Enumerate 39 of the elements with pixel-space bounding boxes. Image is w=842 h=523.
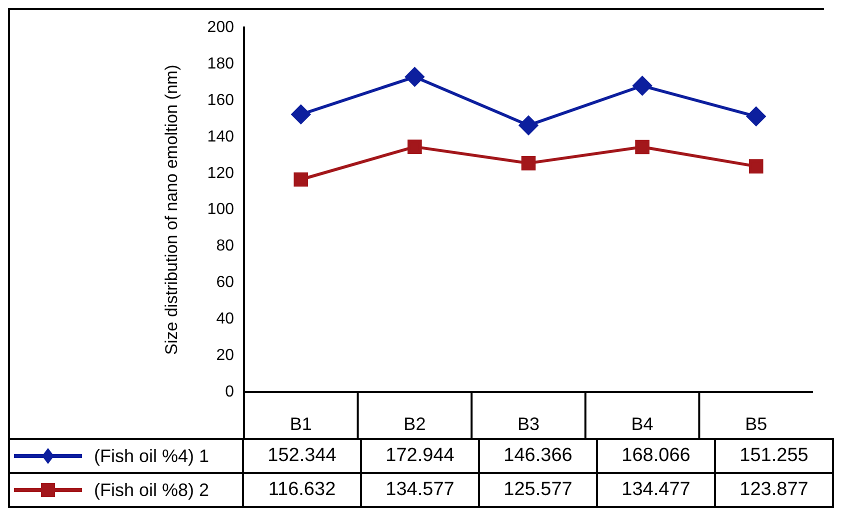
data-label: 146.366: [479, 439, 597, 473]
legend-label: (Fish oil %8) 2: [94, 480, 210, 500]
y-tick-label: 60: [216, 274, 234, 292]
y-tick-label: 200: [207, 19, 234, 36]
data-label: 116.632: [243, 473, 361, 507]
point: [291, 104, 310, 124]
y-tick-label: 180: [207, 55, 234, 72]
data-label: 151.255: [715, 439, 833, 473]
y-tick-label: 100: [207, 201, 234, 218]
point: [521, 156, 536, 170]
y-tick-label: 0: [225, 383, 234, 400]
x-tick-label: B5: [745, 414, 768, 434]
data-label: 134.477: [597, 473, 715, 507]
x-tick-label: B3: [517, 414, 540, 434]
y-tick-label: 160: [207, 92, 234, 109]
x-tick-label: B2: [404, 414, 426, 434]
data-label: 123.877: [715, 473, 833, 507]
x-tick-label: B1: [290, 414, 312, 434]
point: [519, 116, 538, 135]
x-tick-label: B4: [631, 414, 654, 434]
data-label: 168.066: [597, 439, 715, 473]
point: [748, 159, 764, 174]
data-label: 134.577: [361, 473, 479, 507]
y-tick-label: 80: [216, 238, 234, 255]
point: [746, 106, 766, 126]
y-tick-label: 140: [207, 128, 234, 146]
y-tick-label: 20: [216, 346, 234, 364]
y-tick-label: 120: [207, 164, 234, 182]
point: [408, 140, 422, 154]
legend-label: (Fish oil %4) 1: [94, 446, 210, 466]
data-label: 125.577: [479, 473, 597, 507]
y-tick-label: 40: [216, 310, 234, 328]
data-label: 172.944: [361, 439, 479, 473]
point: [294, 172, 308, 187]
point: [635, 140, 650, 154]
point: [405, 67, 424, 86]
point: [632, 76, 652, 96]
data-label: 152.344: [243, 439, 361, 473]
y-axis-title: Size distribution of nano emoltion (nm): [162, 64, 181, 355]
